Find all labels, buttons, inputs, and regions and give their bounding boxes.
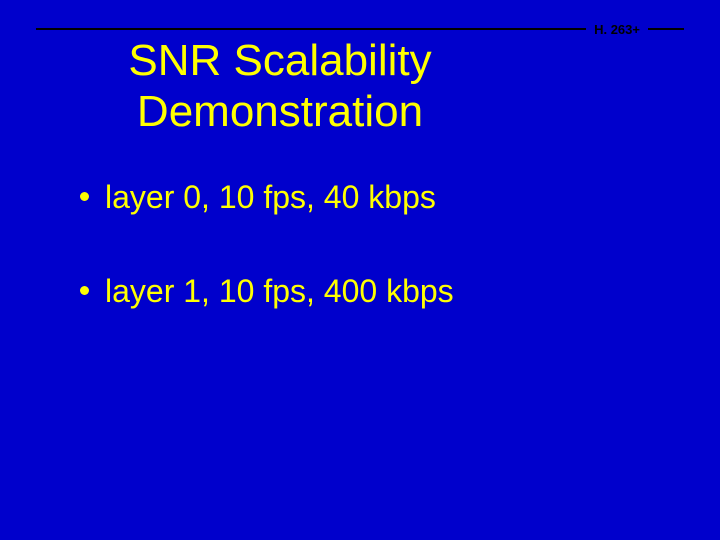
- header-rule-left-line: [36, 28, 586, 30]
- header-rule-right-line: [648, 28, 684, 30]
- header-rule-label: H. 263+: [586, 22, 648, 37]
- bullet-dot-icon: [80, 192, 89, 201]
- slide-title: SNR Scalability Demonstration: [0, 36, 560, 137]
- bullet-text: layer 0, 10 fps, 40 kbps: [105, 178, 660, 216]
- bullet-dot-icon: [80, 286, 89, 295]
- bullet-text: layer 1, 10 fps, 400 kbps: [105, 272, 660, 310]
- list-item: layer 1, 10 fps, 400 kbps: [80, 272, 660, 310]
- slide-title-line1: SNR Scalability: [128, 36, 431, 85]
- header-rule: H. 263+: [36, 22, 684, 36]
- slide-title-line2: Demonstration: [137, 87, 423, 136]
- bullet-list: layer 0, 10 fps, 40 kbps layer 1, 10 fps…: [80, 178, 660, 367]
- list-item: layer 0, 10 fps, 40 kbps: [80, 178, 660, 216]
